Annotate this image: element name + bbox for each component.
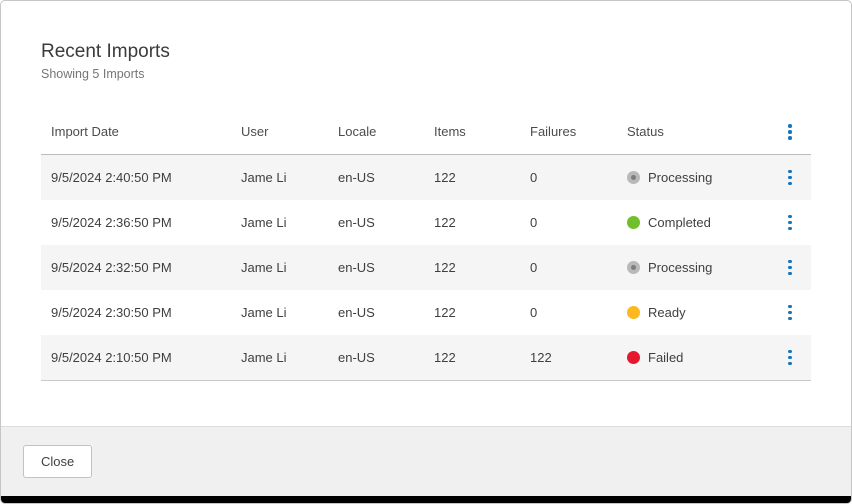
cell-locale: en-US xyxy=(338,349,375,365)
cell-status: Failed xyxy=(617,350,767,365)
row-menu-button[interactable] xyxy=(780,211,800,235)
column-header-locale: Locale xyxy=(338,124,377,140)
cell-locale: en-US xyxy=(338,169,375,185)
cell-failures: 0 xyxy=(530,304,538,320)
column-header-user: User xyxy=(241,124,269,140)
kebab-icon xyxy=(788,214,792,231)
column-header-items: Items xyxy=(434,124,466,140)
cell-import-date: 9/5/2024 2:10:50 PM xyxy=(51,349,172,365)
table-menu-button[interactable] xyxy=(780,120,800,144)
table-row: 9/5/2024 2:10:50 PM Jame Li en-US 122 12… xyxy=(41,334,811,380)
row-menu-button[interactable] xyxy=(780,166,800,190)
table-row: 9/5/2024 2:30:50 PM Jame Li en-US 122 0 … xyxy=(41,290,811,335)
column-header-failures: Failures xyxy=(530,124,577,140)
subtitle-count: Showing 5 Imports xyxy=(41,66,145,81)
cell-user: Jame Li xyxy=(241,304,287,320)
cell-items: 122 xyxy=(434,214,456,230)
cell-locale: en-US xyxy=(338,259,375,275)
column-header-status: Status xyxy=(627,124,664,140)
row-menu-button[interactable] xyxy=(780,256,800,280)
status-processing-icon xyxy=(627,260,640,274)
cell-import-date: 9/5/2024 2:32:50 PM xyxy=(51,259,172,275)
cell-locale: en-US xyxy=(338,304,375,320)
page-title: Recent Imports xyxy=(41,41,170,62)
cell-status: Completed xyxy=(617,215,767,230)
cell-user: Jame Li xyxy=(241,169,287,185)
cell-items: 122 xyxy=(434,169,456,185)
table-header-row: Import Date User Locale Items Failures S… xyxy=(41,110,811,155)
status-label: Processing xyxy=(648,259,713,275)
cell-user: Jame Li xyxy=(241,349,287,365)
cell-failures: 0 xyxy=(530,259,538,275)
cell-items: 122 xyxy=(434,259,456,275)
cell-failures: 122 xyxy=(530,349,552,365)
status-label: Processing xyxy=(648,169,713,185)
cell-items: 122 xyxy=(434,304,456,320)
status-ready-icon xyxy=(627,305,640,319)
cell-user: Jame Li xyxy=(241,214,287,230)
cell-import-date: 9/5/2024 2:40:50 PM xyxy=(51,169,172,185)
imports-table: Import Date User Locale Items Failures S… xyxy=(41,110,811,381)
cell-status: Processing xyxy=(617,260,767,275)
status-completed-icon xyxy=(627,215,640,229)
status-label: Completed xyxy=(648,214,711,230)
table-row: 9/5/2024 2:40:50 PM Jame Li en-US 122 0 … xyxy=(41,154,811,200)
kebab-icon xyxy=(788,259,792,276)
row-menu-button[interactable] xyxy=(780,301,800,325)
cell-import-date: 9/5/2024 2:36:50 PM xyxy=(51,214,172,230)
row-menu-button[interactable] xyxy=(780,346,800,370)
bottom-bar xyxy=(1,496,851,503)
column-header-import-date: Import Date xyxy=(51,124,119,140)
status-label: Ready xyxy=(648,304,686,320)
cell-failures: 0 xyxy=(530,169,538,185)
kebab-icon xyxy=(788,304,792,321)
status-failed-icon xyxy=(627,350,640,364)
table-row: 9/5/2024 2:36:50 PM Jame Li en-US 122 0 … xyxy=(41,200,811,245)
table-body: 9/5/2024 2:40:50 PM Jame Li en-US 122 0 … xyxy=(41,154,811,381)
cell-import-date: 9/5/2024 2:30:50 PM xyxy=(51,304,172,320)
cell-items: 122 xyxy=(434,349,456,365)
cell-locale: en-US xyxy=(338,214,375,230)
cell-status: Processing xyxy=(617,170,767,185)
dialog-content: Recent Imports Showing 5 Imports Import … xyxy=(1,1,851,426)
cell-status: Ready xyxy=(617,305,767,320)
kebab-icon xyxy=(788,124,792,140)
close-button[interactable]: Close xyxy=(23,445,93,478)
kebab-icon xyxy=(788,169,792,186)
status-processing-icon xyxy=(627,170,640,184)
cell-user: Jame Li xyxy=(241,259,287,275)
kebab-icon xyxy=(788,349,792,366)
dialog-footer: Close xyxy=(1,426,851,496)
status-label: Failed xyxy=(648,349,684,365)
table-row: 9/5/2024 2:32:50 PM Jame Li en-US 122 0 … xyxy=(41,244,811,290)
cell-failures: 0 xyxy=(530,214,538,230)
